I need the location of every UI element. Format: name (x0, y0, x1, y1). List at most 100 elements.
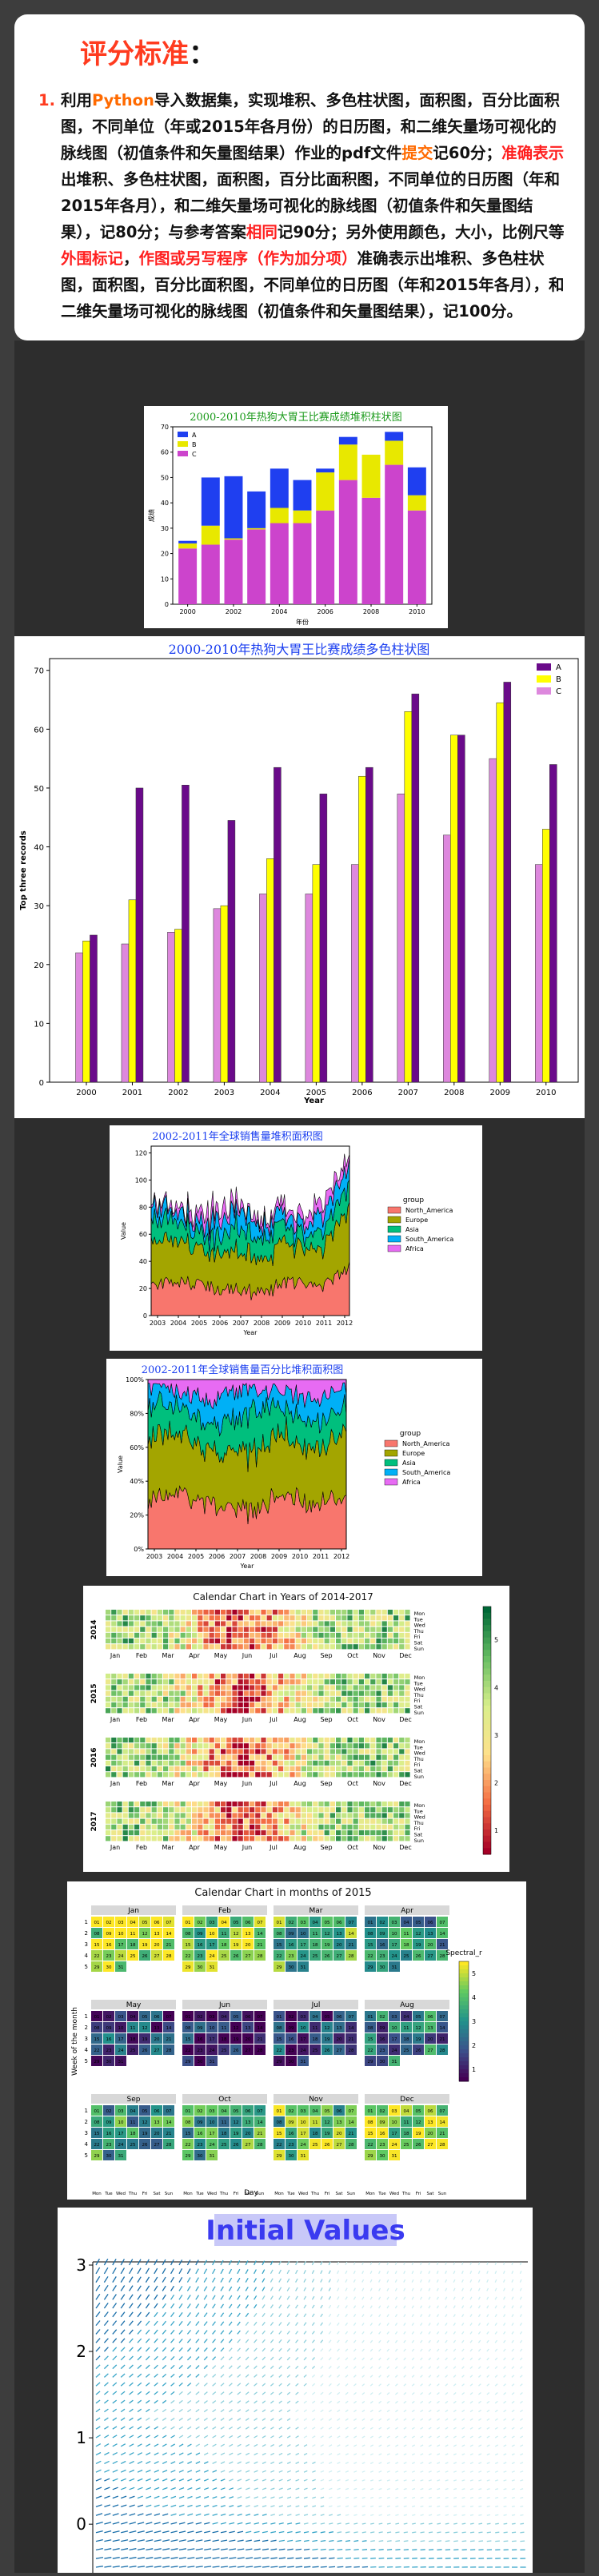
vector-arrow (445, 2331, 447, 2334)
day-number: 14 (440, 1932, 445, 1937)
day-cell (198, 1679, 202, 1684)
day-cell (290, 1685, 294, 1690)
day-cell (174, 1697, 179, 1702)
vector-arrow (520, 2523, 524, 2524)
colorbar-tick: 5 (472, 1970, 476, 1977)
vector-arrow (246, 2269, 248, 2273)
vector-arrow (512, 2541, 517, 2542)
colorbar-tick: 2 (472, 2042, 476, 2049)
vector-arrow (104, 2276, 108, 2282)
vector-arrow (270, 2549, 277, 2550)
day-cell (405, 1836, 409, 1841)
day-cell (376, 1766, 381, 1771)
day-number: 21 (258, 1943, 263, 1948)
day-cell (284, 1738, 289, 1742)
vector-arrow (113, 2496, 118, 2498)
vector-arrow (154, 2566, 162, 2567)
vector-arrow (412, 2367, 414, 2369)
day-number: 28 (258, 1954, 263, 1959)
vector-arrow (487, 2358, 489, 2360)
day-number: 30 (380, 1965, 385, 1970)
vector-arrow (104, 2558, 111, 2559)
day-cell (365, 1807, 369, 1812)
day-cell (129, 1644, 134, 1649)
day-cell (146, 1679, 150, 1684)
day-cell (313, 1691, 317, 1696)
vector-arrow (470, 2463, 473, 2464)
vector-arrow (412, 2541, 417, 2542)
vector-arrow (462, 2271, 464, 2274)
vector-arrow (262, 2322, 265, 2325)
day-cell (399, 1621, 404, 1626)
day-cell (267, 1627, 272, 1632)
day-cell (336, 1749, 341, 1754)
vector-arrow (138, 2339, 142, 2343)
day-cell (146, 1766, 150, 1771)
day-number: 26 (325, 2048, 330, 2053)
day-cell (405, 1615, 409, 1620)
day-number: 14 (349, 1932, 354, 1937)
day-cell (370, 1772, 375, 1777)
weekday-label: Wed (116, 2192, 126, 2196)
day-cell (146, 1772, 150, 1777)
day-cell (186, 1644, 191, 1649)
vector-arrow (138, 2444, 142, 2447)
vector-arrow (362, 2471, 365, 2473)
day-cell (388, 1755, 393, 1760)
vector-arrow (154, 2409, 158, 2411)
vector-arrow (445, 2445, 449, 2447)
day-cell (123, 1679, 128, 1684)
bar-C (122, 944, 129, 1082)
vector-arrow (512, 2480, 515, 2481)
month-label: Oct (347, 1716, 358, 1723)
day-number: 14 (258, 1932, 263, 1937)
day-cell (353, 1755, 358, 1760)
vector-arrow (421, 2367, 423, 2369)
vector-arrow (387, 2454, 390, 2455)
vector-arrow (421, 2297, 422, 2299)
colorbar-step (483, 1613, 491, 1619)
vector-arrow (312, 2383, 314, 2386)
colorbar-step (459, 2041, 469, 2046)
vector-arrow (254, 2348, 258, 2351)
vector-arrow (512, 2297, 513, 2300)
vector-arrow (296, 2523, 301, 2524)
day-cell (238, 1627, 243, 1632)
day-number: 03 (301, 1921, 306, 1925)
vector-arrow (495, 2367, 497, 2369)
vector-arrow (337, 2375, 340, 2378)
vector-arrow (130, 2453, 134, 2455)
day-cell (255, 1819, 260, 1824)
vector-arrow (146, 2391, 150, 2395)
vector-arrow (304, 2445, 307, 2447)
bar-C (339, 480, 357, 604)
vector-arrow (395, 2401, 397, 2403)
month-label: Jul (311, 2001, 321, 2009)
colorbar-step (483, 1805, 491, 1811)
vector-arrow (154, 2400, 158, 2403)
vector-arrow (387, 2358, 389, 2360)
day-cell (267, 1761, 272, 1766)
day-cell (123, 1708, 128, 1713)
day-cell (181, 1825, 186, 1829)
day-cell (347, 1813, 352, 1818)
vector-arrow (362, 2523, 366, 2524)
day-cell (301, 1691, 306, 1696)
vector-arrow (353, 2367, 356, 2369)
day-cell (210, 1638, 214, 1643)
vector-arrow (130, 2462, 134, 2464)
vector-arrow (96, 2566, 103, 2567)
day-cell (353, 1621, 358, 1626)
day-cell (111, 1644, 116, 1649)
day-cell (330, 1691, 335, 1696)
vector-arrow (213, 2540, 219, 2542)
day-cell (353, 1674, 358, 1678)
vector-arrow (429, 2514, 432, 2515)
day-number: 01 (368, 2015, 373, 2020)
vector-arrow (138, 2303, 141, 2308)
day-cell (347, 1819, 352, 1824)
vector-arrow (395, 2288, 397, 2291)
day-cell (192, 1802, 197, 1806)
day-cell (221, 1685, 226, 1690)
day-cell (313, 1761, 317, 1766)
